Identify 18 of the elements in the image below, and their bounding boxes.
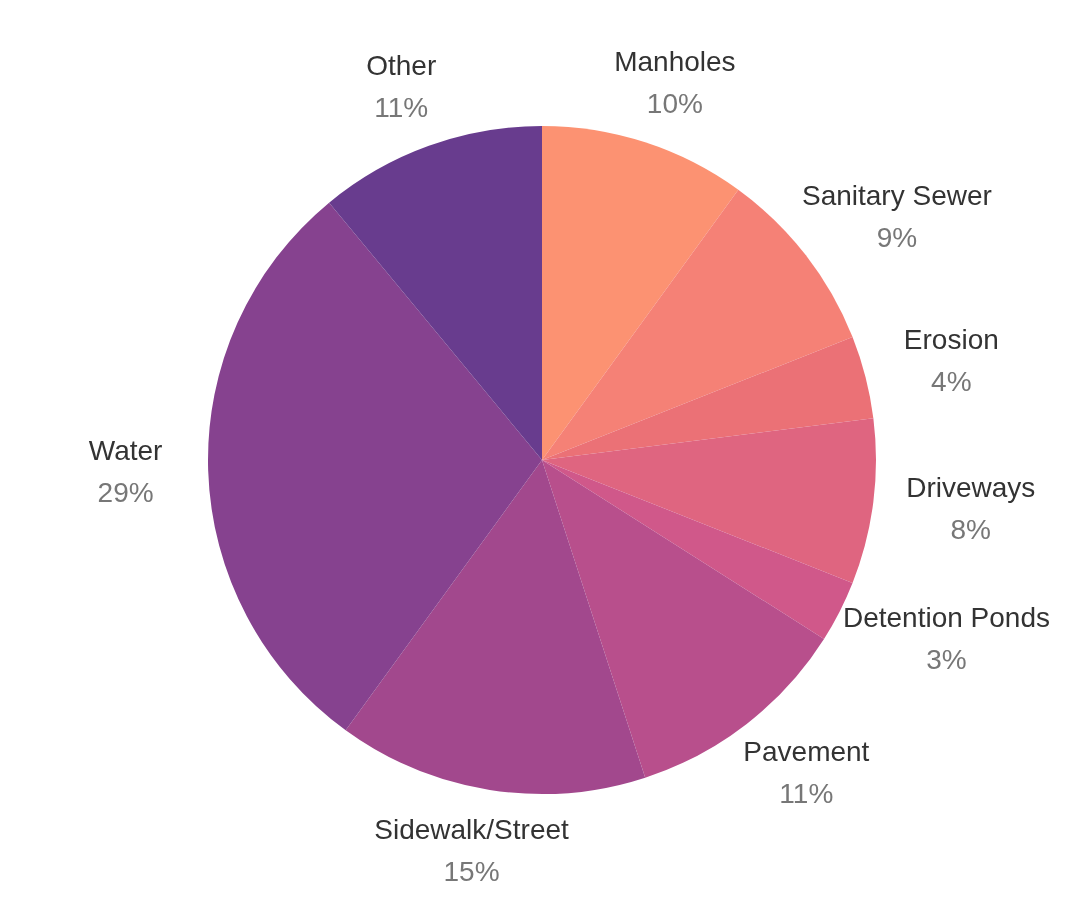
slice-label: Sanitary Sewer [801,180,992,212]
data-label: 11% [779,777,834,809]
data-label: 10% [646,88,703,120]
data-label: 4% [931,366,972,398]
slice-label: Other [366,50,437,82]
slice-label: Detention Ponds [842,602,1051,634]
slice-label: Sidewalk/Street [374,813,570,845]
data-label: 9% [876,222,918,254]
data-label: 8% [950,514,991,546]
data-label: 15% [443,855,500,887]
slice-label: Manholes [614,46,736,78]
slice-label: Erosion [903,324,999,356]
slice-label: Pavement [743,735,870,767]
data-label: 29% [97,477,154,509]
data-label: 11% [374,92,429,124]
slice-label: Driveways [906,472,1036,504]
slice-label: Water [88,435,163,467]
data-label: 3% [926,644,967,676]
